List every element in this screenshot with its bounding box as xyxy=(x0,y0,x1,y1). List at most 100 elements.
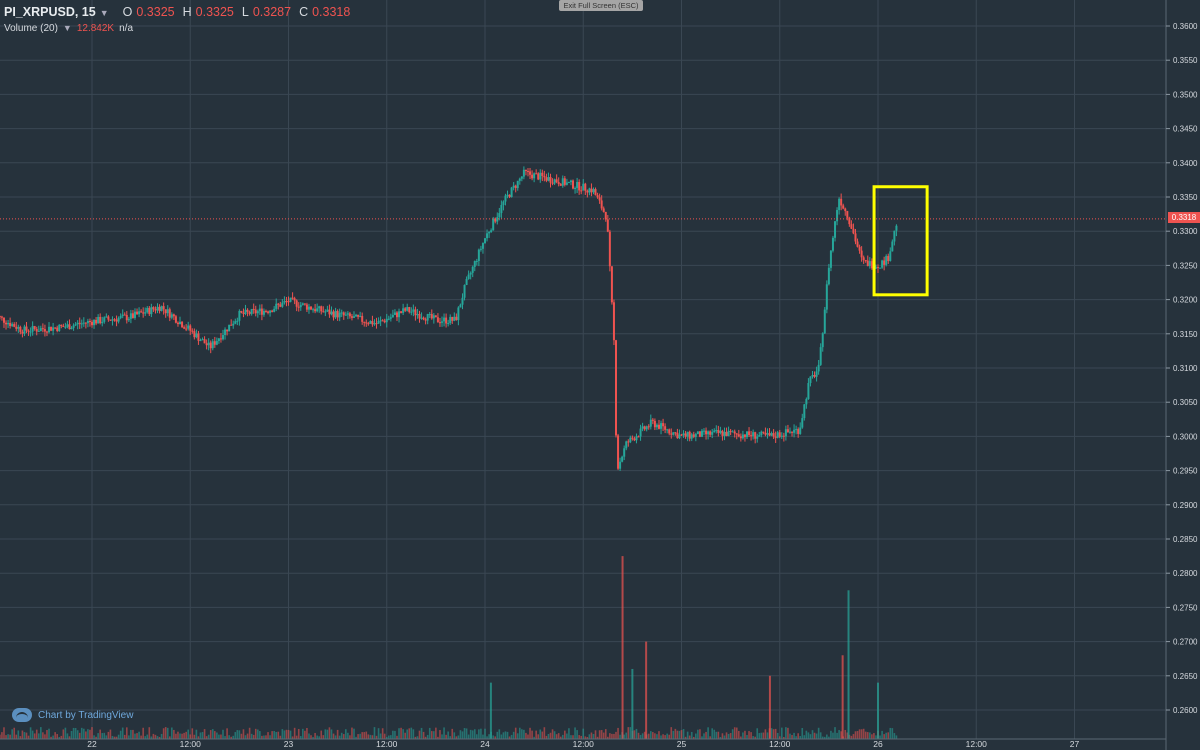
volume-bar xyxy=(805,730,808,739)
candle-body xyxy=(643,426,646,430)
candle-body xyxy=(191,330,194,332)
volume-bar xyxy=(476,734,478,739)
candle-body xyxy=(412,309,415,312)
candle-body xyxy=(0,316,1,318)
candle-body xyxy=(838,198,841,211)
symbol-label[interactable]: PI_XRPUSD, 15 xyxy=(4,5,96,19)
volume-bar xyxy=(471,730,474,739)
candle-body xyxy=(449,316,452,324)
volume-bar xyxy=(682,729,685,739)
volume-bar xyxy=(420,727,423,739)
candle-body xyxy=(174,316,177,323)
volume-bar xyxy=(11,729,13,739)
candle-body xyxy=(776,432,779,438)
candle-body xyxy=(76,322,79,325)
tradingview-branding[interactable]: Chart by TradingView xyxy=(12,708,133,722)
volume-spike-bar xyxy=(847,590,850,739)
candle-body xyxy=(166,309,169,314)
volume-bar xyxy=(254,728,257,739)
time-tick-label: 22 xyxy=(87,739,97,749)
candle-body xyxy=(655,424,658,428)
volume-bar xyxy=(152,733,155,739)
volume-bar xyxy=(844,729,847,739)
volume-bar xyxy=(553,731,556,739)
candle-body xyxy=(310,306,313,310)
volume-label[interactable]: Volume (20) xyxy=(4,23,58,34)
volume-bar xyxy=(649,731,652,739)
candle-body xyxy=(408,307,411,313)
volume-dropdown-icon[interactable]: ▼ xyxy=(62,23,72,33)
volume-bar xyxy=(132,729,134,739)
candle-body xyxy=(193,331,196,338)
volume-bar xyxy=(340,732,343,739)
candle-body xyxy=(598,197,601,201)
volume-bar xyxy=(211,729,214,739)
volume-bar xyxy=(330,729,333,739)
volume-bar xyxy=(168,736,171,739)
candle-body xyxy=(303,303,306,305)
volume-bar xyxy=(508,736,511,739)
candle-body xyxy=(633,438,636,441)
volume-bar xyxy=(85,731,87,739)
candle-body xyxy=(680,434,683,436)
volume-bar xyxy=(199,732,202,739)
volume-bar xyxy=(89,729,91,739)
candle-body xyxy=(240,310,243,313)
volume-bar xyxy=(832,732,834,739)
candle-body xyxy=(741,434,744,439)
volume-bar xyxy=(207,734,210,739)
volume-bar xyxy=(175,733,177,739)
volume-bar xyxy=(240,733,243,739)
candle-body xyxy=(371,321,374,325)
volume-bar xyxy=(504,731,507,739)
candle-body xyxy=(688,431,691,439)
volume-bar xyxy=(680,730,683,739)
candle-body xyxy=(578,181,581,191)
volume-bar xyxy=(158,736,161,739)
volume-bar xyxy=(735,727,738,739)
candle-body xyxy=(651,419,654,421)
open-label: O xyxy=(122,5,133,19)
candle-body xyxy=(657,424,660,429)
volume-bar xyxy=(525,732,527,739)
candle-body xyxy=(723,431,726,436)
exit-fullscreen-button[interactable]: Exit Full Screen (ESC) xyxy=(559,0,643,11)
candle-body xyxy=(623,448,626,457)
volume-bar xyxy=(19,736,22,739)
candle-body xyxy=(619,461,622,469)
close-value: 0.3318 xyxy=(312,5,351,19)
candle-body xyxy=(477,249,480,261)
candle-body xyxy=(111,319,114,321)
volume-bar xyxy=(453,732,456,739)
candle-body xyxy=(285,301,288,303)
candle-body xyxy=(133,311,136,318)
candle-body xyxy=(406,307,409,311)
candle-body xyxy=(733,431,736,434)
volume-bar xyxy=(840,731,842,739)
candle-body xyxy=(138,311,141,315)
candle-body xyxy=(678,434,681,439)
candle-body xyxy=(129,313,132,319)
volume-bar xyxy=(33,733,36,739)
volume-bar xyxy=(316,735,318,739)
candle-body xyxy=(889,251,892,261)
volume-bar xyxy=(396,735,398,739)
volume-bar xyxy=(21,730,24,739)
time-tick-label: 23 xyxy=(284,739,294,749)
candle-body xyxy=(307,306,310,310)
candle-body xyxy=(271,310,274,312)
volume-bar xyxy=(443,727,445,739)
symbol-dropdown-icon[interactable]: ▼ xyxy=(99,8,109,18)
volume-bar xyxy=(561,734,564,739)
volume-bar xyxy=(879,735,881,739)
candle-body xyxy=(768,433,771,436)
volume-bar xyxy=(58,736,61,739)
candle-body xyxy=(414,309,417,316)
volume-bar xyxy=(602,732,605,739)
candle-body xyxy=(279,304,282,307)
candle-body xyxy=(514,185,517,189)
candle-body xyxy=(250,308,253,314)
candle-body xyxy=(181,321,184,328)
volume-bar xyxy=(594,730,597,739)
